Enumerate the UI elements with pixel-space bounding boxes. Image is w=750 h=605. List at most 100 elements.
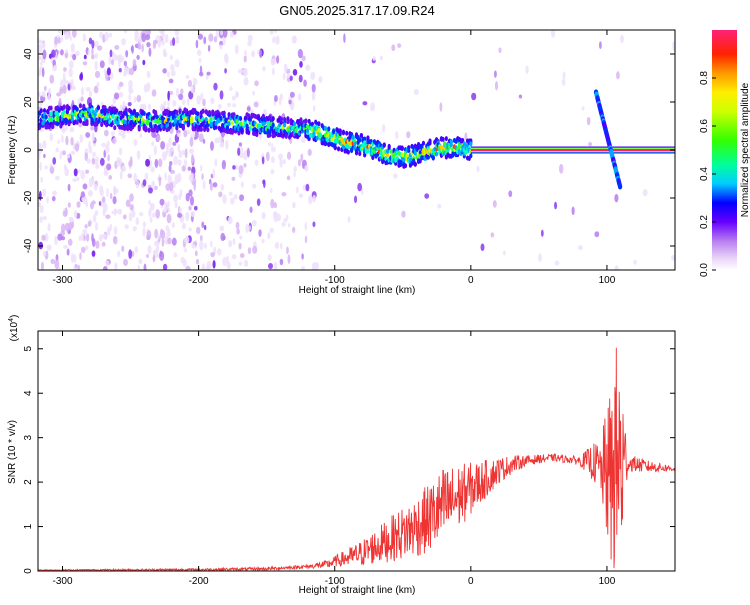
y-tick-label: -40 <box>23 238 34 253</box>
spectral-speckle <box>198 57 202 63</box>
spectral-speckle <box>172 37 176 47</box>
ridge-cell <box>243 115 248 121</box>
spectral-speckle <box>168 137 172 148</box>
spectral-speckle <box>177 143 181 153</box>
spectral-speckle <box>296 186 299 194</box>
ridge-cell <box>255 128 259 134</box>
spectral-speckle <box>159 198 165 206</box>
y-tick-label: 0 <box>23 568 34 574</box>
spectral-speckle <box>91 250 96 257</box>
y-tick-label: 3 <box>23 434 34 440</box>
ridge-cell <box>441 136 445 142</box>
spectral-speckle <box>270 58 276 66</box>
spectral-speckle <box>235 221 240 230</box>
spectral-speckle <box>141 43 144 53</box>
spectral-speckle <box>41 91 46 98</box>
spectral-speckle <box>77 264 80 270</box>
spectral-speckle <box>208 33 214 42</box>
snr-x-ticks: -300 -200 -100 0 100 <box>52 331 616 587</box>
spectral-speckle <box>283 63 288 73</box>
ridge-cell <box>124 111 128 117</box>
spectral-speckle <box>262 66 266 72</box>
spectral-speckle <box>103 68 107 76</box>
ridge-cell <box>49 111 53 117</box>
spectral-speckle <box>148 103 151 110</box>
spectral-speckle <box>88 145 93 154</box>
spectral-speckle <box>225 54 229 64</box>
spectral-speckle <box>148 199 151 205</box>
spectral-speckle <box>502 250 506 256</box>
spectral-speckle <box>289 75 293 81</box>
ridge-cell <box>44 114 48 120</box>
spectral-speckle <box>253 101 259 108</box>
spectral-speckle <box>108 175 113 180</box>
spectral-speckle <box>494 81 499 91</box>
ridge-cell <box>317 127 321 133</box>
spectral-speckle <box>85 87 91 92</box>
x-tick-label: -300 <box>52 576 72 587</box>
ridge-cell <box>385 148 390 154</box>
spectral-speckle <box>95 156 99 163</box>
spectral-speckle <box>87 49 91 56</box>
spectral-speckle <box>200 92 204 101</box>
spectral-speckle <box>42 49 47 60</box>
y-tick-label: 1 <box>23 523 34 529</box>
spectral-speckle <box>288 99 292 105</box>
spectral-speckle <box>183 159 188 167</box>
ridge-cell <box>354 150 359 156</box>
ridge-cell <box>56 111 60 117</box>
spectral-speckle <box>270 168 275 175</box>
ridge-cell <box>444 136 448 142</box>
spectral-speckle <box>92 151 97 158</box>
spectral-speckle <box>38 190 42 201</box>
spectral-speckle <box>212 168 216 179</box>
x-tick-label: 0 <box>468 576 474 587</box>
spectral-speckle <box>194 129 199 140</box>
ridge-cell <box>338 128 342 134</box>
spectral-speckle <box>259 49 263 59</box>
colorbar-gradient <box>712 30 737 270</box>
spectral-speckle <box>267 254 272 262</box>
ridge-cell <box>62 104 66 110</box>
spectral-speckle <box>98 234 103 242</box>
spectral-speckle <box>155 209 161 219</box>
ridge-cell <box>75 106 79 112</box>
flat-band <box>470 149 675 151</box>
ridge-cell <box>268 115 272 121</box>
spectral-speckle <box>217 103 222 110</box>
spectral-speckle <box>129 204 134 211</box>
spectral-speckle <box>238 142 243 147</box>
spectrogram-x-ticks: -300 -200 -100 0 100 <box>52 30 616 286</box>
ridge-cell <box>363 136 367 142</box>
spectral-speckle <box>282 159 286 165</box>
spectral-speckle <box>190 211 195 218</box>
ridge-cell <box>426 154 430 160</box>
spectral-speckle <box>151 180 156 191</box>
spectral-speckle <box>189 148 195 154</box>
colorbar-tick-label: 0.0 <box>699 263 710 277</box>
spectral-speckle <box>216 248 222 256</box>
spectral-speckle <box>119 55 125 63</box>
spectral-speckle <box>239 152 245 159</box>
spectral-speckle <box>183 129 188 138</box>
spectral-speckle <box>106 187 109 198</box>
spectral-speckle <box>40 261 44 270</box>
spectral-speckle <box>94 60 98 71</box>
spectral-speckle <box>480 243 485 251</box>
spectral-speckle <box>57 139 60 144</box>
ridge-cell <box>271 116 275 122</box>
spectral-speckle <box>83 54 87 60</box>
spectral-speckle <box>137 265 141 270</box>
spectral-speckle <box>184 236 190 245</box>
ridge-cell <box>341 130 346 136</box>
spectral-speckle <box>244 49 247 56</box>
spectral-speckle <box>94 221 99 231</box>
spectral-speckle <box>184 247 188 253</box>
spectral-speckle <box>279 157 283 168</box>
spectral-speckle <box>152 212 156 218</box>
y-tick-label: 5 <box>23 346 34 352</box>
spectral-speckle <box>493 70 497 78</box>
spectral-speckle <box>138 43 142 50</box>
spectral-speckle <box>121 132 126 140</box>
spectral-speckle <box>397 43 402 48</box>
